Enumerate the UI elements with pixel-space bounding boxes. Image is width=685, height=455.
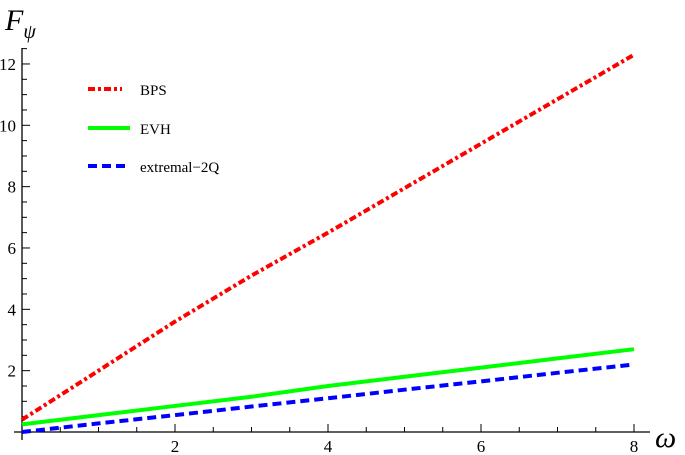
x-tick-label: 6 xyxy=(477,437,486,455)
y-tick-label: 2 xyxy=(8,362,17,381)
legend: BPS EVH extremal−2Q xyxy=(88,83,219,176)
y-axis-label: Fψ xyxy=(4,4,36,43)
series-evh xyxy=(21,347,635,427)
legend-label-evh: EVH xyxy=(140,122,171,138)
y-tick-label: 6 xyxy=(8,239,17,258)
series-extremal-2q xyxy=(21,362,635,434)
x-ticks: 2 4 6 8 xyxy=(59,424,639,455)
legend-label-extremal-2q: extremal−2Q xyxy=(140,160,219,176)
legend-label-bps: BPS xyxy=(140,83,167,99)
y-ticks: 2 4 6 8 10 12 xyxy=(0,48,30,418)
x-tick-label: 4 xyxy=(324,437,333,455)
y-tick-label: 12 xyxy=(0,55,16,74)
x-axis-label: ω xyxy=(655,421,676,454)
y-tick-label: 4 xyxy=(8,300,17,319)
x-tick-label: 8 xyxy=(630,437,639,455)
y-tick-label: 8 xyxy=(8,178,17,197)
x-tick-label: 2 xyxy=(171,437,180,455)
y-tick-label: 10 xyxy=(0,116,16,135)
series-bps xyxy=(20,53,636,422)
plot-series xyxy=(20,53,636,434)
